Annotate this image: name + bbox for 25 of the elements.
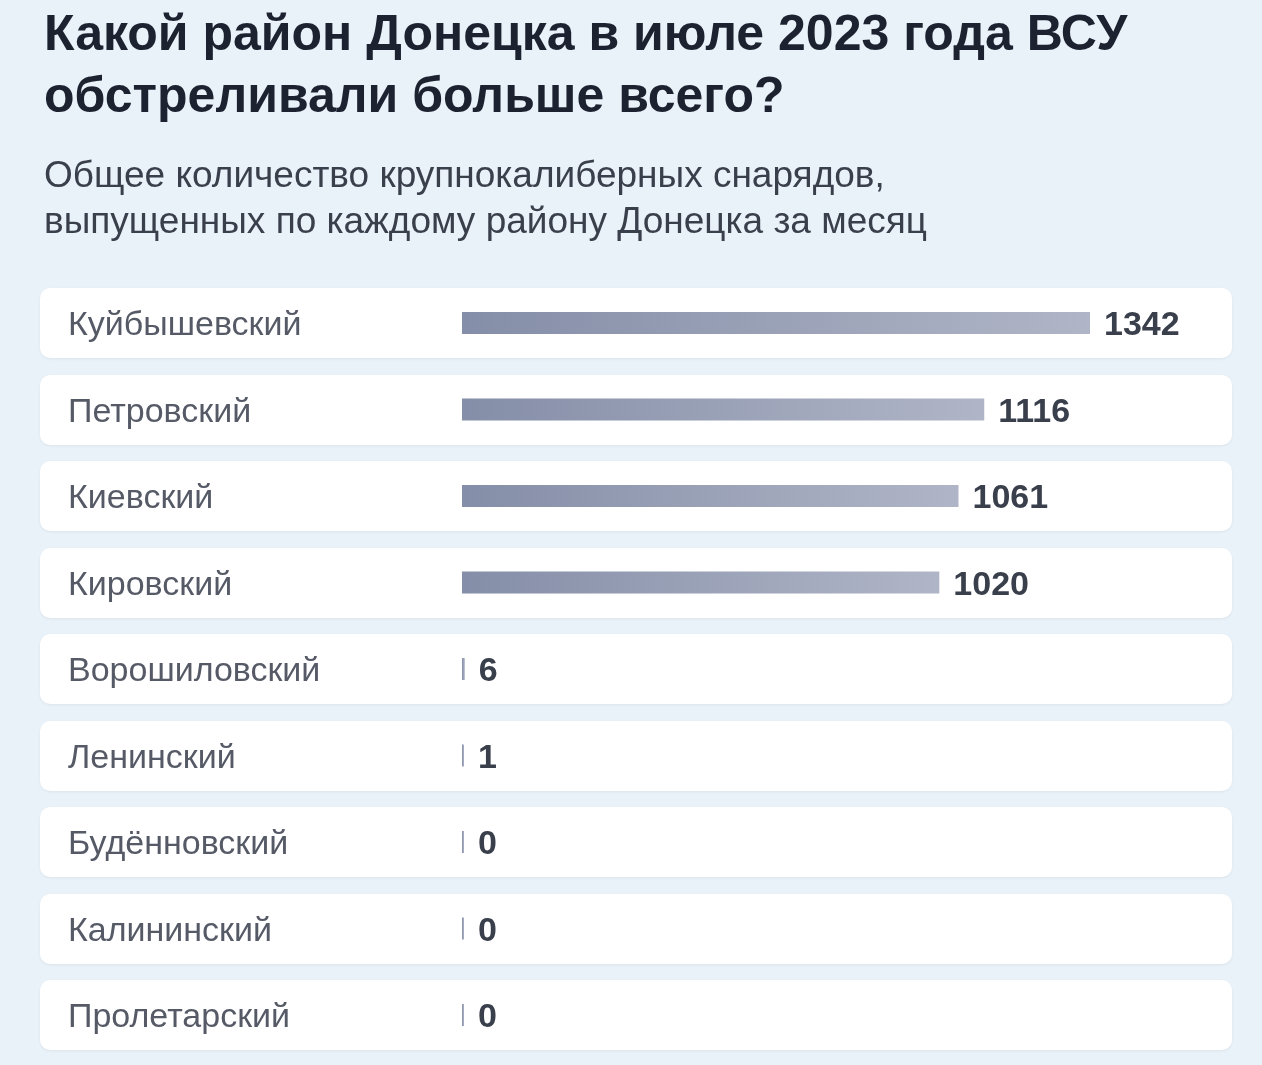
bar [462,571,940,594]
chart-subtitle: Общее количество крупнокалиберных снарядов, выпущенных по каждому району Донецка за месяц [44,153,928,243]
bar [462,398,985,421]
data-label: 1 [478,736,497,775]
y-tick-label: Пролетарский [68,996,290,1035]
data-label: 1061 [972,477,1049,515]
data-label: 0 [478,823,497,861]
y-tick-label: Ленинский [68,736,236,775]
chart-title: Какой район Донецка в июле 2023 года ВСУ обстреливали больше всего? [44,4,1129,125]
data-label: 1020 [953,563,1029,602]
y-tick-label: Будённовский [68,823,289,862]
data-label: 0 [478,996,497,1034]
y-tick-label: Киевский [68,477,214,516]
y-tick-label: Калининский [68,909,272,948]
data-label: 1342 [1104,304,1180,342]
bar [462,658,465,680]
bar [462,312,1090,334]
bar [462,485,959,507]
y-tick-label: Петровский [68,390,252,429]
y-tick-label: Ворошиловский [68,650,321,689]
y-tick-label: Кировский [68,563,233,602]
data-label: 0 [478,909,497,948]
data-label: 1116 [998,390,1071,429]
y-tick-label: Куйбышевский [68,304,302,343]
data-label: 6 [478,650,498,688]
